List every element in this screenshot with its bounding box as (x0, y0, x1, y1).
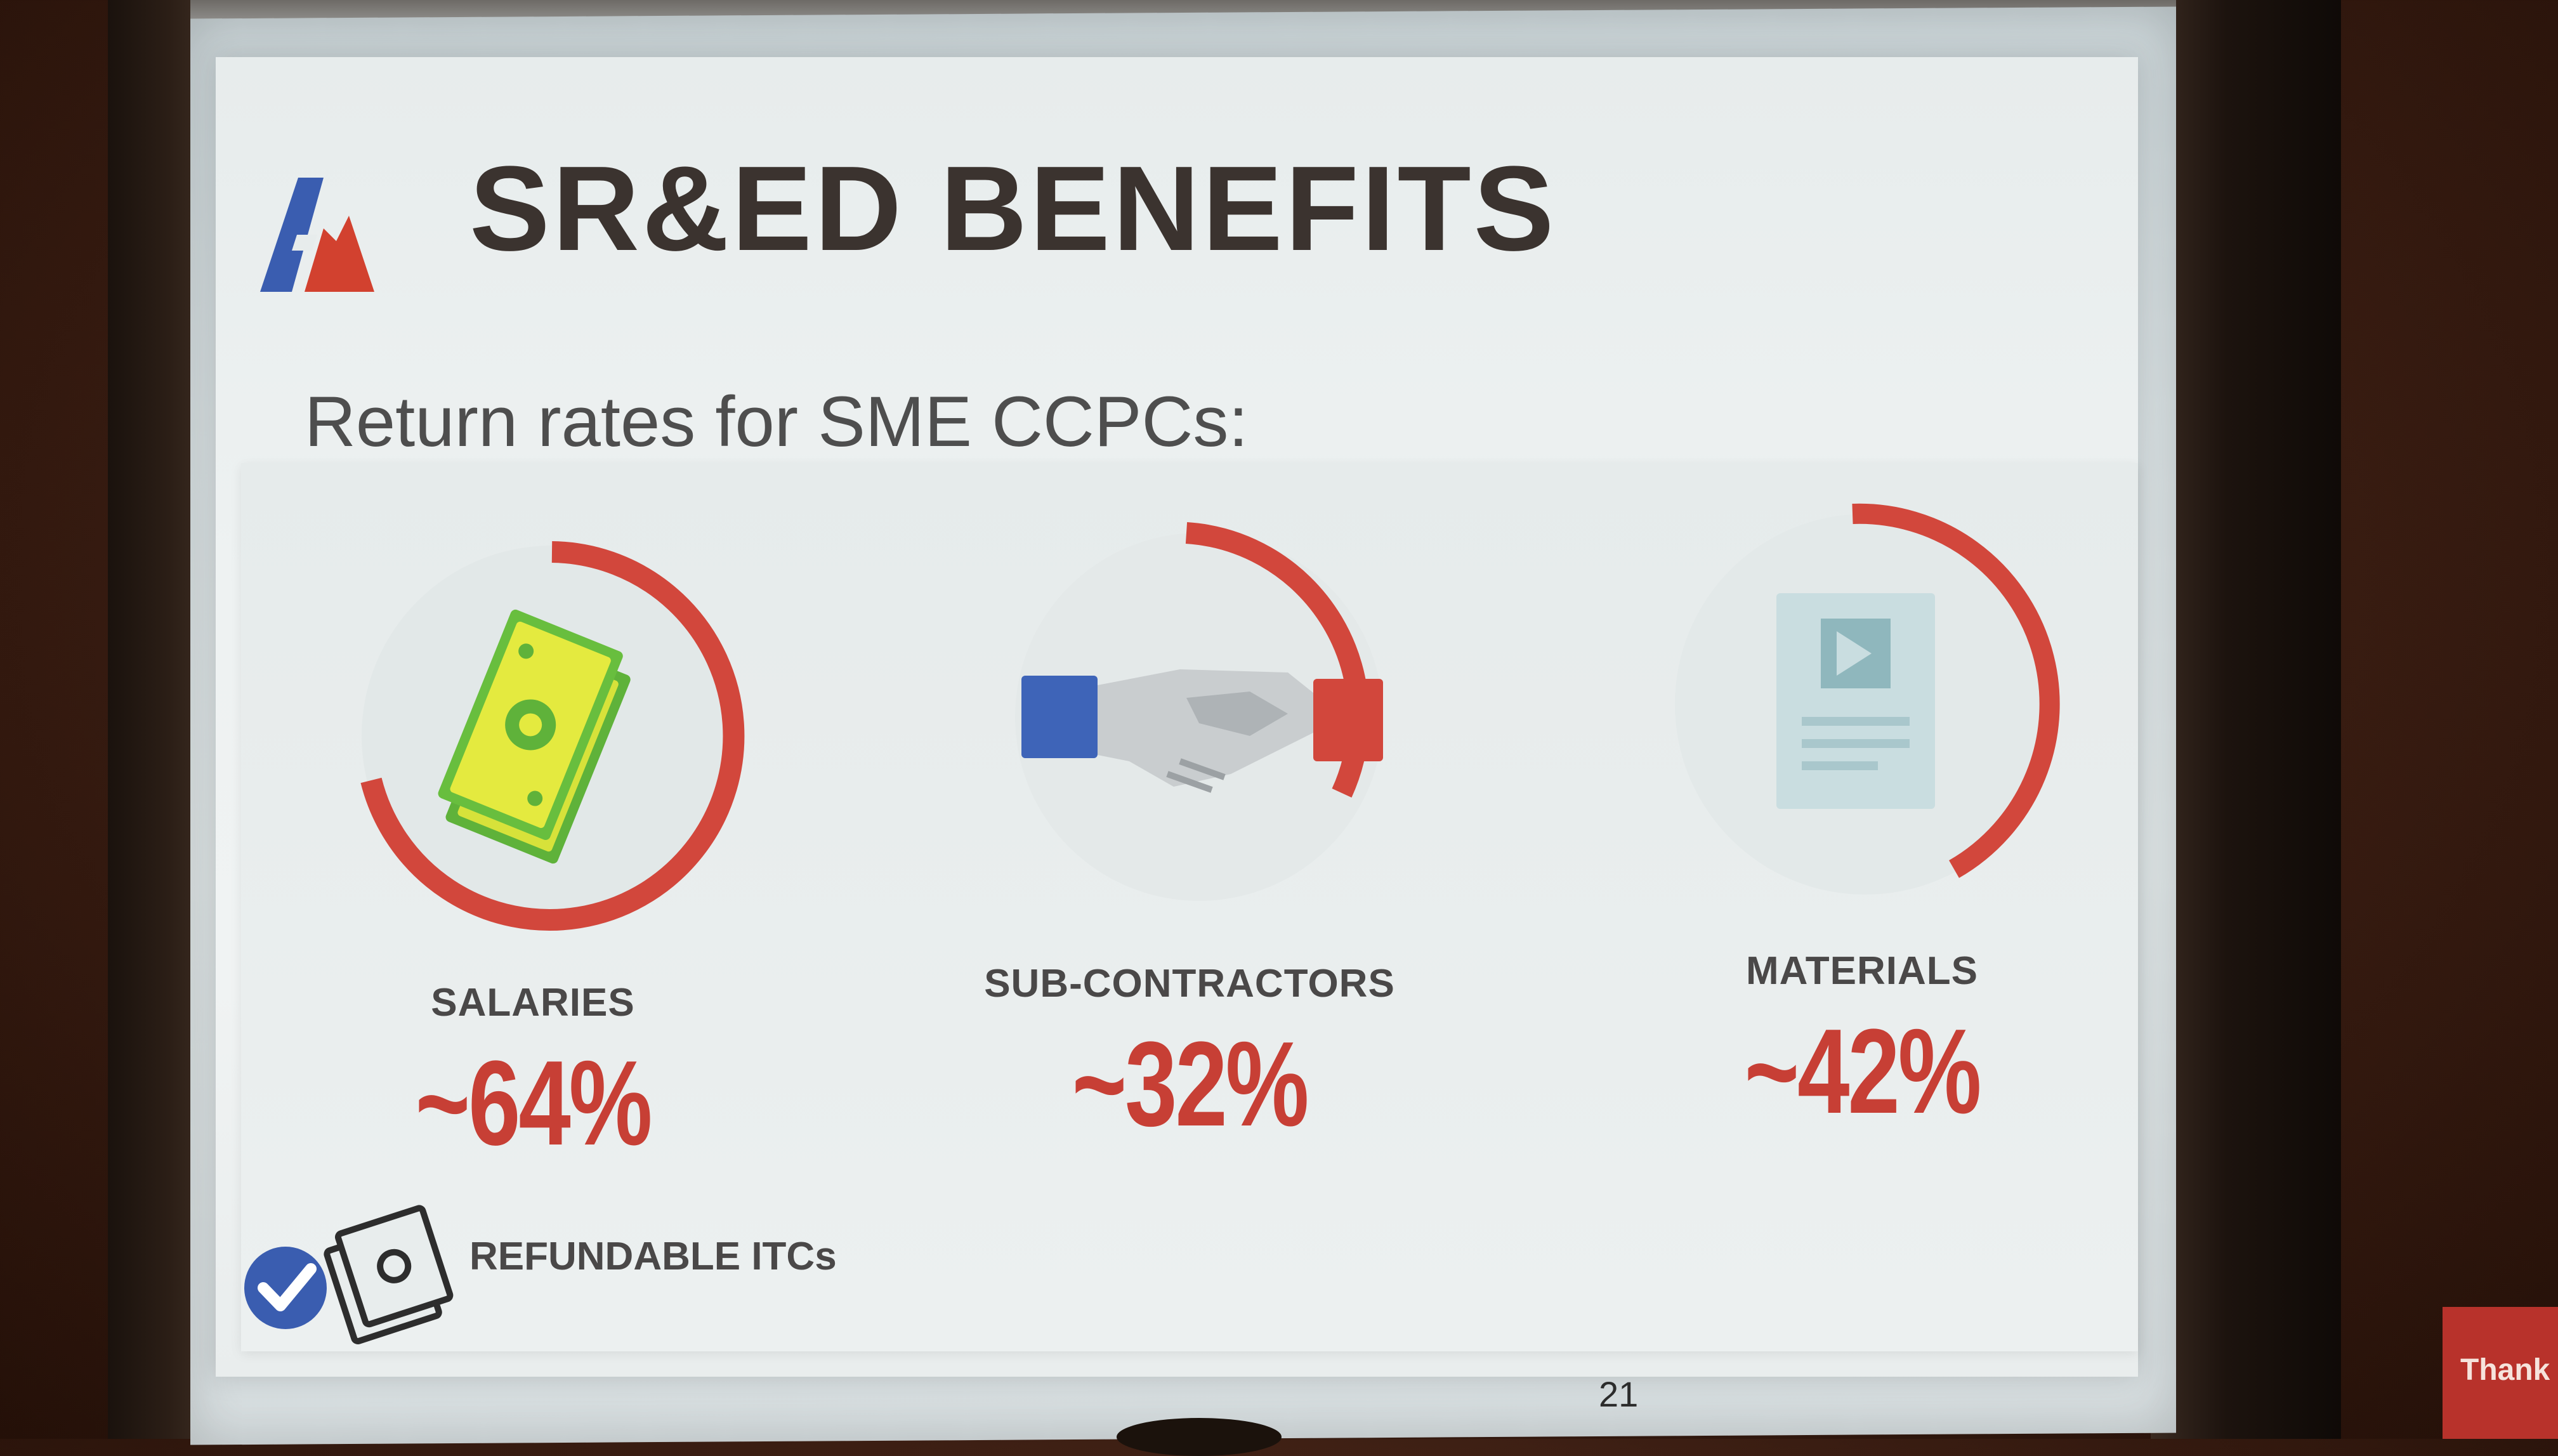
projector-frame-right (2151, 0, 2341, 1439)
salaries-label: SALARIES (431, 981, 635, 1025)
document-icon (1776, 593, 1935, 809)
money-bills-icon (438, 609, 631, 864)
slide-title: SR&ED BENEFITS (469, 141, 1557, 276)
thank-badge-text: Thank (2460, 1353, 2550, 1387)
sub-contractors-value: ~32% (1072, 1017, 1309, 1151)
salaries-value: ~64% (415, 1036, 653, 1171)
company-logo-icon (260, 178, 374, 292)
page-number: 21 (1599, 1374, 1639, 1414)
handshake-icon (1021, 669, 1383, 793)
materials-value: ~42% (1744, 1004, 1982, 1139)
refundable-itcs-label: REFUNDABLE ITCs (469, 1235, 837, 1278)
sub-contractors-label: SUB-CONTRACTORS (984, 962, 1395, 1006)
audience-head-silhouette (1117, 1418, 1282, 1456)
thank-badge: Thank (2443, 1307, 2558, 1439)
materials-label: MATERIALS (1745, 949, 1979, 993)
refundable-check-icon (244, 1205, 454, 1345)
slide-subtitle: Return rates for SME CCPCs: (305, 382, 1249, 461)
